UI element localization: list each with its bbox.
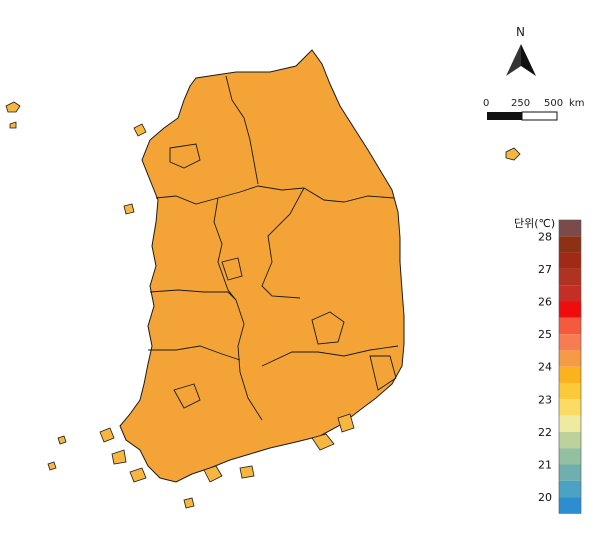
island-ulleung — [505, 147, 521, 161]
island-s-1 — [203, 465, 223, 483]
legend-swatch — [559, 383, 581, 400]
coastline — [119, 49, 405, 483]
legend-tick-label: 28 — [538, 230, 552, 243]
island-ganghwa — [133, 123, 147, 137]
boundary-busan — [369, 355, 397, 391]
legend-swatch — [559, 415, 581, 432]
scale-bar-white — [521, 111, 558, 121]
boundary-gwangju — [173, 383, 201, 409]
islands — [5, 101, 521, 509]
boundary-jeonbuk-gyeongnam — [235, 299, 263, 421]
boundary-jeonbuk-jeonnam — [148, 345, 241, 361]
legend: 단위(℃) 28 27 26 25 24 23 22 21 20 — [514, 217, 582, 514]
legend-swatch — [559, 431, 581, 449]
scale-label-500: 500 — [544, 98, 563, 109]
legend-tick-label: 20 — [538, 491, 552, 504]
island-west-small — [9, 121, 17, 129]
island-sw-2 — [111, 449, 127, 465]
legend-swatch — [559, 464, 581, 481]
island-s-6 — [47, 461, 57, 471]
north-arrow-icon-left — [506, 44, 521, 76]
scale-bar-black — [487, 112, 522, 120]
legend-swatch — [559, 399, 581, 416]
boundary-gyeonggi-gangwon — [225, 75, 259, 185]
scale-label-0: 0 — [483, 98, 489, 109]
island-sw-1 — [99, 427, 115, 443]
legend-ticks: 28 27 26 25 24 23 22 21 20 — [538, 230, 552, 504]
province-boundaries — [148, 75, 399, 421]
boundary-gyeongbuk-gyeongnam — [261, 345, 399, 367]
legend-tick-label: 27 — [538, 263, 552, 276]
island-geoje — [337, 413, 355, 433]
boundary-daegu — [311, 311, 345, 345]
north-arrow-icon — [521, 44, 536, 76]
north-arrow-label: N — [516, 25, 525, 39]
legend-swatch — [559, 268, 581, 286]
island-s-3 — [311, 433, 335, 451]
legend-tick-label: 23 — [538, 393, 552, 406]
legend-swatch — [559, 334, 581, 351]
island-s-5 — [57, 435, 67, 445]
legend-tick-label: 26 — [538, 296, 552, 309]
legend-tick-label: 21 — [538, 459, 552, 472]
scale-label-250: 250 — [511, 98, 530, 109]
legend-swatch — [559, 236, 581, 253]
island-s-2 — [239, 465, 255, 479]
boundary-seoul — [169, 143, 201, 169]
boundary-daejeon — [221, 257, 243, 281]
legend-swatch — [559, 350, 581, 367]
boundary-chungnam-jeonbuk — [149, 289, 237, 301]
legend-tick-label: 25 — [538, 328, 552, 341]
legend-tick-label: 24 — [538, 361, 552, 374]
legend-swatch — [559, 301, 581, 318]
island-west-large — [5, 101, 21, 113]
north-arrow: N — [506, 25, 536, 76]
scale-unit: km — [569, 98, 585, 109]
boundary-gyeonggi-south — [155, 185, 395, 205]
korea-landmass — [119, 49, 405, 483]
scale-bar: 0 250 500 km — [483, 98, 585, 121]
island-s-4 — [183, 497, 195, 509]
island-sw-3 — [129, 467, 147, 483]
legend-swatch — [559, 480, 581, 498]
legend-swatch — [559, 317, 581, 335]
legend-swatch — [559, 448, 581, 465]
legend-swatches — [558, 219, 582, 514]
legend-swatch — [559, 285, 581, 302]
legend-swatch — [559, 366, 581, 383]
island-taean — [123, 203, 135, 215]
legend-frame — [558, 219, 582, 514]
boundary-chungnam-chungbuk — [213, 197, 237, 301]
legend-tick-label: 22 — [538, 426, 552, 439]
boundary-chungbuk-gyeongbuk — [261, 187, 305, 299]
legend-swatch — [559, 497, 581, 514]
legend-title: 단위(℃) — [514, 217, 555, 230]
legend-swatch — [559, 252, 581, 269]
legend-swatch — [559, 220, 581, 237]
